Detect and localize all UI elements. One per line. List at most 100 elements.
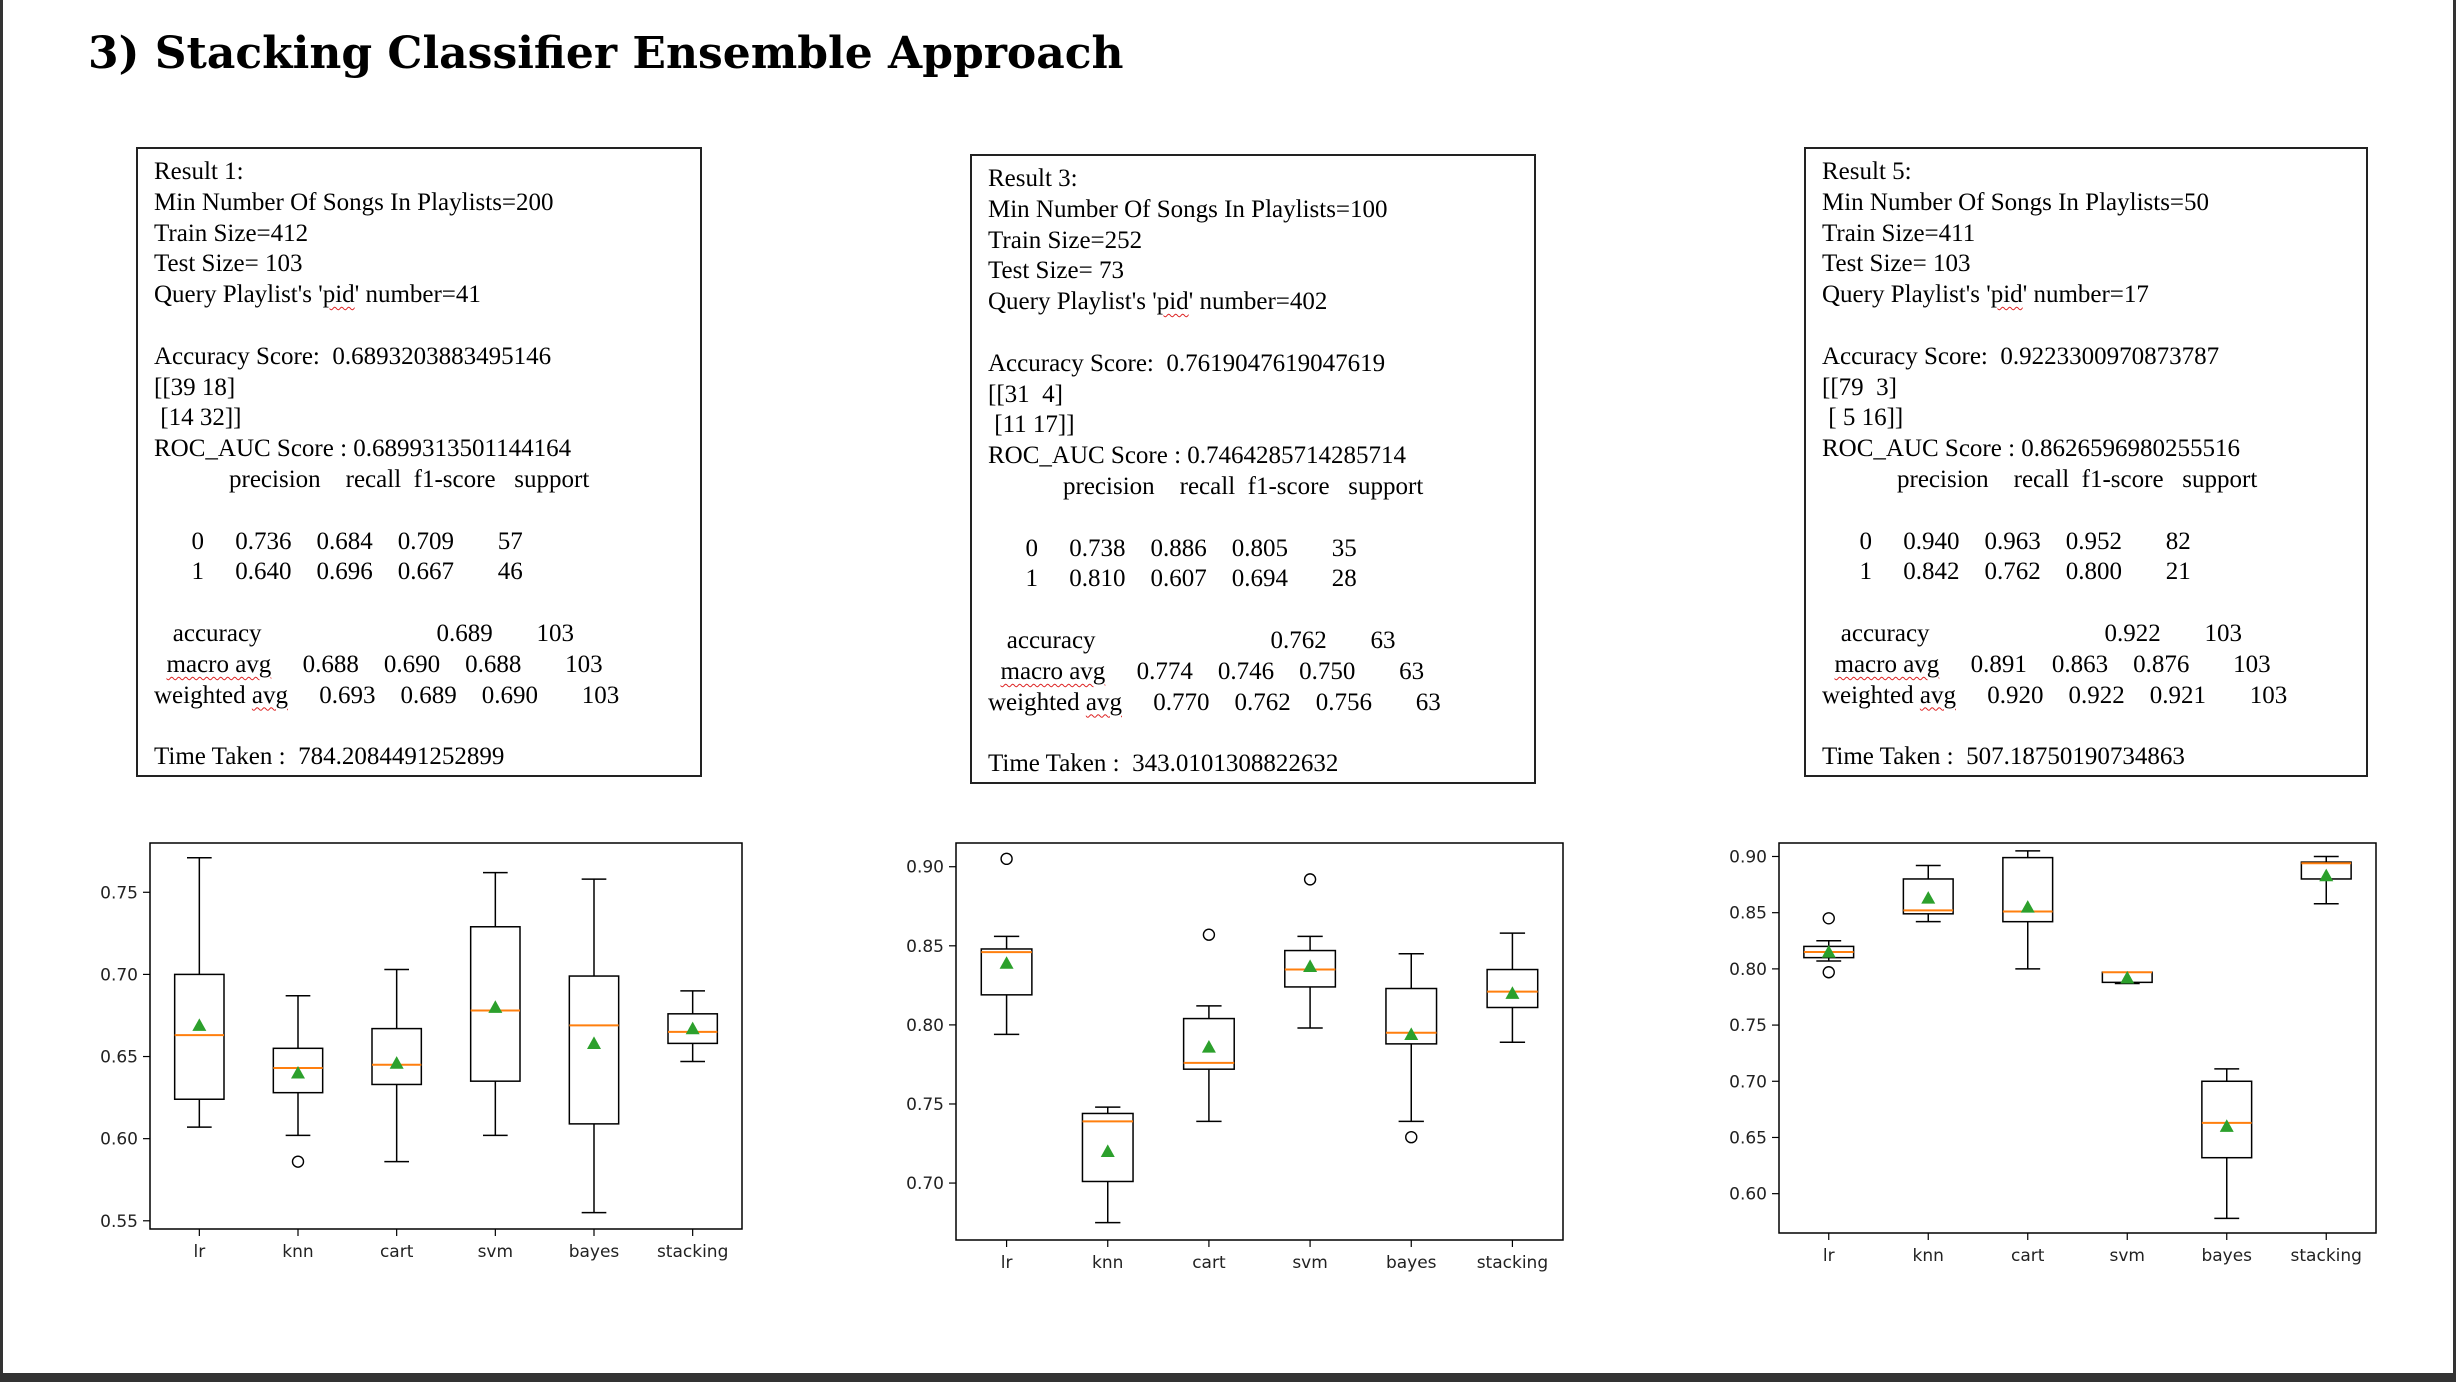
report-row-1: 1 0.810 0.607 0.694 28 — [988, 565, 1357, 593]
query-suffix: ' number=41 — [354, 281, 481, 309]
iqr-box — [1486, 968, 1539, 1009]
report-weighted-row: weighted avg 0.693 0.689 0.690 103 — [154, 682, 619, 709]
y-tick-label: 0.65 — [100, 1048, 138, 1068]
box-svm: svm — [2101, 970, 2153, 1266]
box-knn: knn — [1902, 864, 1954, 1266]
query-text: Query Playlist's 'pid' number=402 — [988, 288, 1327, 315]
time-taken: Time Taken : 784.2084491252899 — [154, 743, 505, 771]
macro-label: macro avg — [166, 650, 272, 678]
result-header: Result 3: — [988, 165, 1078, 192]
weighted-values: 0.770 0.762 0.756 63 — [1122, 688, 1441, 716]
weighted-avg-word: avg — [1919, 681, 1956, 709]
y-tick-label: 0.70 — [1729, 1072, 1767, 1092]
x-tick-label: stacking — [2291, 1246, 2362, 1266]
report-row-1: 1 0.842 0.762 0.800 21 — [1822, 558, 2191, 586]
x-tick-label: svm — [1292, 1253, 1327, 1273]
plot-frame — [955, 842, 1564, 1241]
box-bayes: bayes — [1385, 952, 1438, 1273]
mean-marker — [1921, 891, 1936, 904]
mean-marker — [488, 1000, 503, 1013]
macro-label: macro avg — [1834, 650, 1940, 678]
time-taken: Time Taken : 507.18750190734863 — [1822, 743, 2185, 771]
iqr-box — [568, 975, 620, 1125]
box-svm: svm — [469, 871, 521, 1262]
report-weighted-row: weighted avg 0.920 0.922 0.921 103 — [1822, 682, 2287, 709]
weighted-values: 0.920 0.922 0.921 103 — [1956, 681, 2288, 709]
x-tick-label: bayes — [1386, 1253, 1437, 1273]
weighted-avg-word: avg — [251, 681, 288, 709]
outlier-point — [291, 1155, 305, 1168]
report-header: precision recall f1-score support — [1822, 465, 2258, 493]
confusion-matrix-row-1: [[79 3] — [1822, 373, 1897, 401]
weighted-values: 0.693 0.689 0.690 103 — [288, 681, 620, 709]
result-text: Result 5: Min Number Of Songs In Playlis… — [1806, 149, 2366, 781]
report-macro-row: macro avg 0.774 0.746 0.750 63 — [988, 657, 1425, 685]
query-text: Query Playlist's 'pid' number=17 — [1822, 281, 2149, 308]
x-tick-label: bayes — [569, 1242, 620, 1262]
weighted-avg-word: avg — [1085, 688, 1122, 716]
roc-auc-score: ROC_AUC Score : 0.7464285714285714 — [988, 442, 1407, 470]
pid-word: pid — [322, 281, 355, 309]
time-taken: Time Taken : 343.0101308822632 — [988, 750, 1339, 778]
box-stacking: stacking — [2291, 855, 2362, 1266]
y-tick-label: 0.75 — [1729, 1016, 1767, 1036]
x-tick-label: lr — [1823, 1246, 1835, 1266]
box-knn: knn — [272, 995, 324, 1262]
box-stacking: stacking — [657, 990, 728, 1262]
min-songs-text: Min Number Of Songs In Playlists=200 — [154, 188, 554, 216]
query-text: Query Playlist's 'pid' number=41 — [154, 281, 481, 308]
box-cart: cart — [371, 968, 423, 1262]
report-row-0: 0 0.738 0.886 0.805 35 — [988, 534, 1357, 562]
x-tick-label: stacking — [1477, 1253, 1548, 1273]
x-tick-label: cart — [2011, 1246, 2045, 1266]
query-prefix: Query Playlist's ' — [1822, 281, 1991, 309]
y-tick-label: 0.70 — [100, 965, 138, 985]
outlier-point — [1822, 966, 1835, 979]
x-tick-label: lr — [1001, 1253, 1013, 1273]
iqr-box — [272, 1047, 324, 1094]
y-tick-label: 0.75 — [906, 1095, 944, 1115]
report-header: precision recall f1-score support — [988, 472, 1424, 500]
mean-marker — [1201, 1040, 1216, 1053]
test-size-text: Test Size= 103 — [1822, 250, 1971, 278]
train-size-text: Train Size=412 — [154, 219, 309, 247]
macro-values: 0.688 0.690 0.688 103 — [271, 650, 603, 678]
confusion-matrix-row-2: [ 5 16]] — [1822, 404, 1904, 432]
plot-frame — [149, 842, 743, 1230]
page-title: 3) Stacking Classifier Ensemble Approach — [88, 28, 1124, 79]
iqr-box — [173, 973, 225, 1100]
confusion-matrix-row-2: [14 32]] — [154, 404, 242, 432]
y-tick-label: 0.90 — [906, 858, 944, 878]
y-tick-label: 0.60 — [100, 1130, 138, 1150]
min-songs-text: Min Number Of Songs In Playlists=100 — [988, 195, 1388, 223]
query-prefix: Query Playlist's ' — [988, 288, 1157, 316]
min-songs-text: Min Number Of Songs In Playlists=50 — [1822, 188, 2210, 216]
mean-marker — [2219, 1119, 2234, 1132]
outlier-point — [1000, 852, 1013, 866]
train-size-text: Train Size=411 — [1822, 219, 1976, 247]
mean-marker — [1303, 959, 1318, 972]
report-macro-row: macro avg 0.688 0.690 0.688 103 — [154, 651, 603, 678]
x-tick-label: knn — [282, 1242, 313, 1262]
weighted-label: weighted — [988, 688, 1086, 716]
report-accuracy-row: accuracy 0.689 103 — [154, 619, 575, 647]
result-header: Result 5: — [1822, 158, 1912, 185]
report-accuracy-row: accuracy 0.922 103 — [1822, 619, 2243, 647]
result-text: Result 1: Min Number Of Songs In Playlis… — [138, 149, 700, 781]
outlier-point — [1405, 1130, 1418, 1144]
result-box-3: Result 3: Min Number Of Songs In Playlis… — [970, 154, 1536, 784]
report-row-1: 1 0.640 0.696 0.667 46 — [154, 558, 523, 586]
x-tick-label: stacking — [657, 1242, 728, 1262]
report-macro-row: macro avg 0.891 0.863 0.876 103 — [1822, 651, 2271, 678]
macro-values: 0.774 0.746 0.750 63 — [1105, 657, 1425, 685]
y-tick-label: 0.85 — [906, 937, 944, 957]
pid-word: pid — [1156, 288, 1189, 316]
weighted-label: weighted — [1822, 681, 1920, 709]
result-text: Result 3: Min Number Of Songs In Playlis… — [972, 156, 1534, 788]
roc-auc-score: ROC_AUC Score : 0.6899313501144164 — [154, 435, 572, 463]
box-cart: cart — [2002, 850, 2054, 1266]
report-row-0: 0 0.736 0.684 0.709 57 — [154, 527, 523, 555]
train-size-text: Train Size=252 — [988, 226, 1143, 254]
